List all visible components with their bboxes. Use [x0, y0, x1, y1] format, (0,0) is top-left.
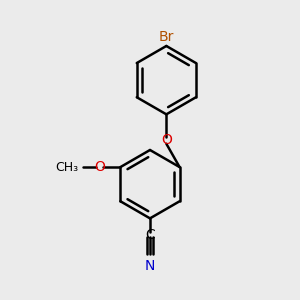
Text: O: O — [161, 133, 172, 147]
Text: N: N — [145, 260, 155, 273]
Text: CH₃: CH₃ — [56, 160, 79, 174]
Text: C: C — [145, 228, 155, 242]
Text: O: O — [94, 160, 105, 174]
Text: Br: Br — [159, 30, 174, 44]
